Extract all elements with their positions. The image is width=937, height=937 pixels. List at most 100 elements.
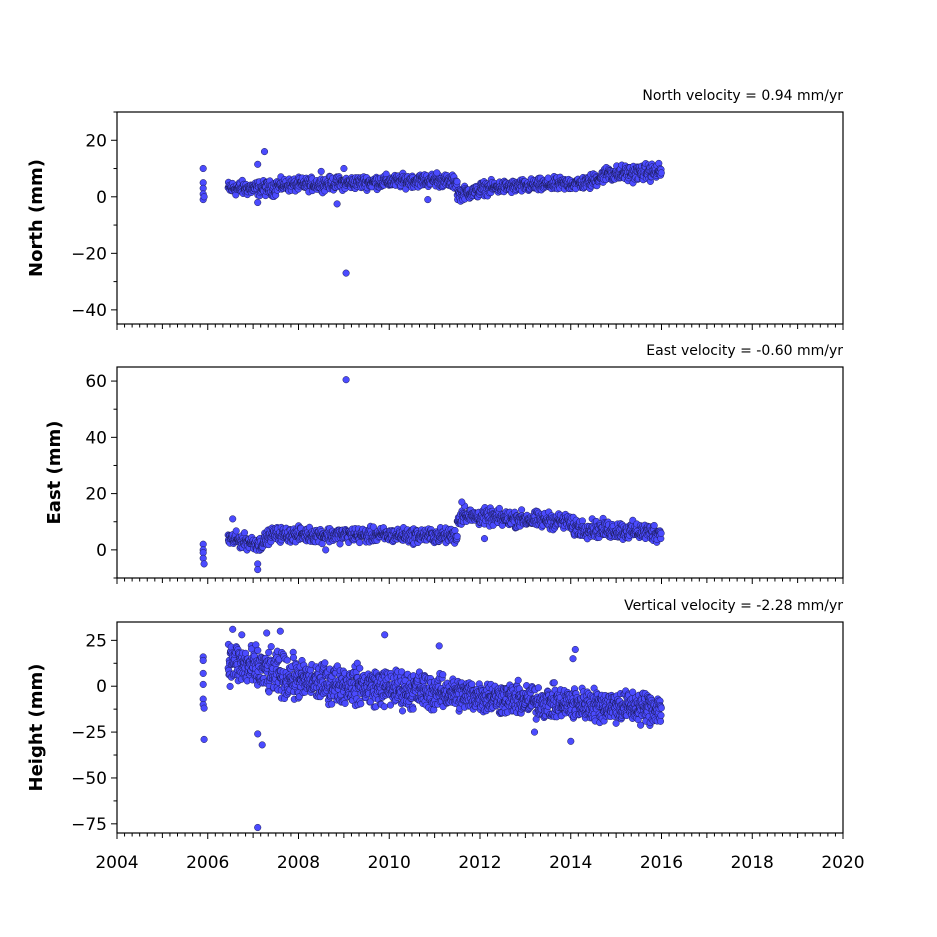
data-point [468,680,476,688]
data-point [254,823,262,832]
north-axes-frame [116,111,844,325]
data-point [254,730,262,738]
data-point [657,704,665,712]
data-point [656,717,665,725]
east-velocity-title: East velocity = -0.60 mm/yr [646,343,843,359]
data-point [229,515,237,523]
data-point [534,684,542,692]
data-point [238,631,246,639]
x-tick-label: 2006 [186,853,229,873]
data-point [317,167,325,175]
y-tick-label: 0 [96,677,107,697]
x-tick-label: 2018 [731,853,774,873]
height-points [199,625,665,832]
y-tick-label: 0 [96,188,107,208]
data-point [267,643,275,651]
data-point [514,676,522,684]
north-panel: 20 0 −20 −40 North velocity = 0.94 mm/yr Nort… [26,88,844,330]
data-point [200,560,208,568]
data-point [199,669,207,677]
data-point [381,631,389,639]
y-tick-label: −50 [71,769,107,789]
data-point [340,164,348,173]
data-point [333,200,341,208]
data-point [657,169,665,177]
data-point [254,198,262,207]
height-panel: 25 0 −25 −50 −75 2004 2006 2008 2010 2012 2014 2016… [26,598,865,873]
data-point [480,535,489,543]
y-tick-label: −75 [71,815,107,835]
data-point [369,523,377,531]
data-point [398,707,407,715]
data-point [569,655,577,663]
data-point [571,645,579,654]
data-point [567,737,575,745]
data-point [342,376,350,384]
data-point [254,566,262,574]
data-point [200,735,208,743]
east-axes-frame [116,366,844,579]
x-tick-label: 2008 [277,853,320,873]
y-tick-label: 25 [85,631,107,651]
east-y-axis-label: East (mm) [44,421,65,525]
y-tick-label: 60 [85,372,107,392]
data-point [254,160,262,168]
data-point [650,521,658,530]
data-point [283,656,291,664]
data-point [199,164,207,173]
data-point [578,517,586,525]
data-point [342,269,350,277]
data-point [341,699,349,707]
y-tick-label: −40 [71,301,107,321]
data-point [200,704,208,712]
data-point [495,504,503,512]
data-point [612,719,620,727]
x-tick-label: 2016 [640,853,683,873]
data-point [424,196,432,204]
data-point [357,700,365,708]
north-points [199,148,665,277]
data-point [263,629,271,637]
east-points [199,376,665,574]
data-point [380,703,388,711]
y-tick-label: −25 [71,723,107,743]
y-tick-label: 40 [85,428,107,448]
x-tick-label: 2020 [821,853,864,873]
north-velocity-title: North velocity = 0.94 mm/yr [642,88,843,104]
data-point [226,682,234,690]
data-point [232,527,240,535]
data-point [322,546,330,554]
x-tick-label: 2014 [549,853,592,873]
y-tick-label: 20 [85,485,107,505]
east-panel: 60 40 20 0 East velocity = -0.60 mm/yr East (… [44,343,844,584]
data-point [518,506,526,514]
x-tick-label: 2012 [458,853,501,873]
y-tick-label: −20 [71,244,107,264]
height-velocity-title: Vertical velocity = -2.28 mm/yr [624,598,843,614]
y-tick-label: 20 [85,131,107,151]
data-point [199,680,207,688]
data-point [240,529,249,537]
data-point [409,705,417,713]
data-point [435,642,443,650]
data-point [229,625,237,633]
x-tick-label: 2004 [95,853,138,873]
height-axes-frame [116,621,844,834]
y-tick-label: 0 [96,541,107,561]
data-point [657,529,665,537]
height-y-axis-label: Height (mm) [26,664,47,792]
data-point [458,498,466,506]
north-y-axis-label: North (mm) [26,159,47,277]
data-point [657,711,665,719]
data-point [530,728,539,736]
data-point [199,656,207,665]
data-point [453,532,461,540]
x-tick-label: 2010 [368,853,411,873]
data-point [200,193,208,201]
data-point [453,178,461,186]
data-point [439,671,447,679]
data-point [258,741,266,749]
data-point [550,679,558,687]
data-point [276,627,284,635]
